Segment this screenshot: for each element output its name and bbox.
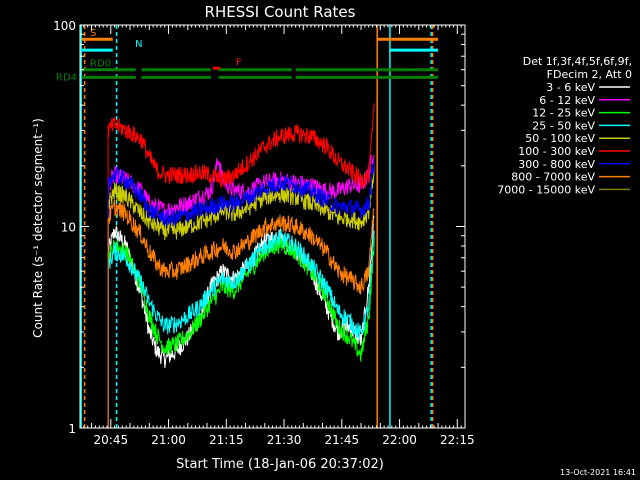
x-tick-label-2: 21:15 <box>209 433 244 447</box>
series-line-4 <box>107 164 375 428</box>
flag-label-n: N <box>135 39 142 50</box>
legend-label-1: 6 - 12 keV <box>539 94 595 107</box>
legend-label-4: 50 - 100 keV <box>525 132 595 145</box>
legend: Det 1f,3f,4f,5f,6f,9f,FDecim 2, Att 03 -… <box>497 55 632 196</box>
axis-ticks: 1 10 100 20:45 21:00 21:15 21:30 21:45 22:00 22:1… <box>53 19 475 447</box>
legend-header-1: FDecim 2, Att 0 <box>547 68 632 81</box>
x-axis-label: Start Time (18-Jan-06 20:37:02) <box>176 457 384 472</box>
y-axis-label: Count Rate (s⁻¹ detector segment⁻¹) <box>31 118 45 338</box>
series-line-3 <box>107 229 375 428</box>
series-line-2 <box>107 235 375 428</box>
legend-label-2: 12 - 25 keV <box>532 107 595 120</box>
y-tick-label-1: 10 <box>61 221 76 235</box>
y-tick-label-2: 100 <box>53 19 76 33</box>
chart-title: RHESSI Count Rates <box>205 3 356 21</box>
legend-header-0: Det 1f,3f,4f,5f,6f,9f, <box>523 55 632 68</box>
legend-label-8: 7000 - 15000 keV <box>497 183 595 196</box>
y-tick-label-0: 1 <box>68 422 76 436</box>
series-line-5 <box>107 103 375 428</box>
x-tick-label-5: 22:00 <box>382 433 417 447</box>
plot-frame <box>79 24 466 429</box>
series-line-7 <box>107 199 375 428</box>
plot-data-layer: S N F RD0 RD4 <box>56 25 439 428</box>
flag-label-rd4: RD4 <box>56 72 77 83</box>
series-line-1 <box>107 153 375 428</box>
legend-label-7: 800 - 7000 keV <box>511 171 595 184</box>
footer-timestamp: 13-Oct-2021 16:41 <box>560 468 636 477</box>
legend-label-5: 100 - 300 keV <box>518 145 595 158</box>
x-tick-label-0: 20:45 <box>94 433 129 447</box>
legend-label-3: 25 - 50 keV <box>532 119 595 132</box>
x-tick-label-4: 21:45 <box>325 433 360 447</box>
x-tick-label-1: 21:00 <box>151 433 186 447</box>
flag-label-f: F <box>236 57 242 68</box>
legend-label-6: 300 - 800 keV <box>518 158 595 171</box>
x-tick-label-6: 22:15 <box>440 433 475 447</box>
flag-label-s: S <box>90 28 96 39</box>
series-line-6 <box>107 160 375 428</box>
x-tick-label-3: 21:30 <box>267 433 302 447</box>
flag-label-rd0: RD0 <box>90 59 111 70</box>
legend-label-0: 3 - 6 keV <box>546 81 595 94</box>
